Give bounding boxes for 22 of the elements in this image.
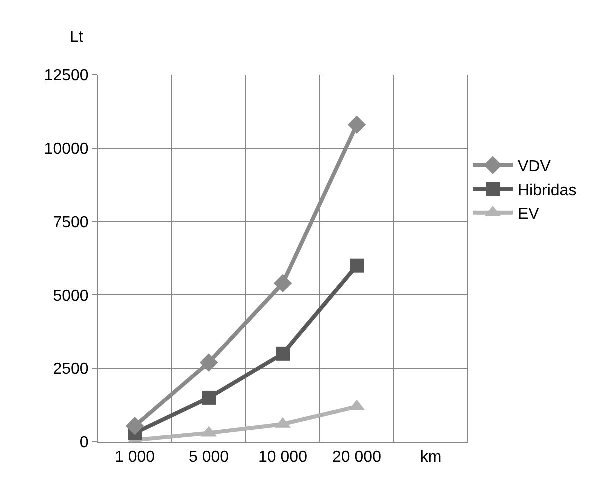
x-tick-label: 20 000 [332, 449, 382, 466]
legend-label: Hibridas [518, 182, 577, 200]
point [126, 417, 144, 436]
point [202, 390, 216, 405]
y-tick-label: 5000 [53, 288, 89, 305]
x-tick-label: km [420, 449, 442, 466]
point [200, 354, 218, 372]
y-tick-label: 7500 [53, 214, 89, 232]
x-tick-label: 5 000 [188, 449, 230, 466]
point [274, 274, 292, 293]
x-tick-label: 1 000 [114, 449, 156, 466]
y-axis-title: Lt [70, 29, 84, 46]
y-tick-label: 12500 [44, 68, 89, 85]
y-tick-label: 10000 [44, 141, 89, 158]
y-tick-label: 0 [80, 434, 89, 452]
point [276, 346, 290, 361]
y-tick-label: 2500 [53, 361, 89, 378]
x-tick-label: 10 000 [258, 449, 308, 466]
point [350, 258, 364, 273]
legend-label: EV [518, 206, 540, 224]
legend-label: VDV [518, 158, 552, 176]
point [348, 116, 366, 134]
